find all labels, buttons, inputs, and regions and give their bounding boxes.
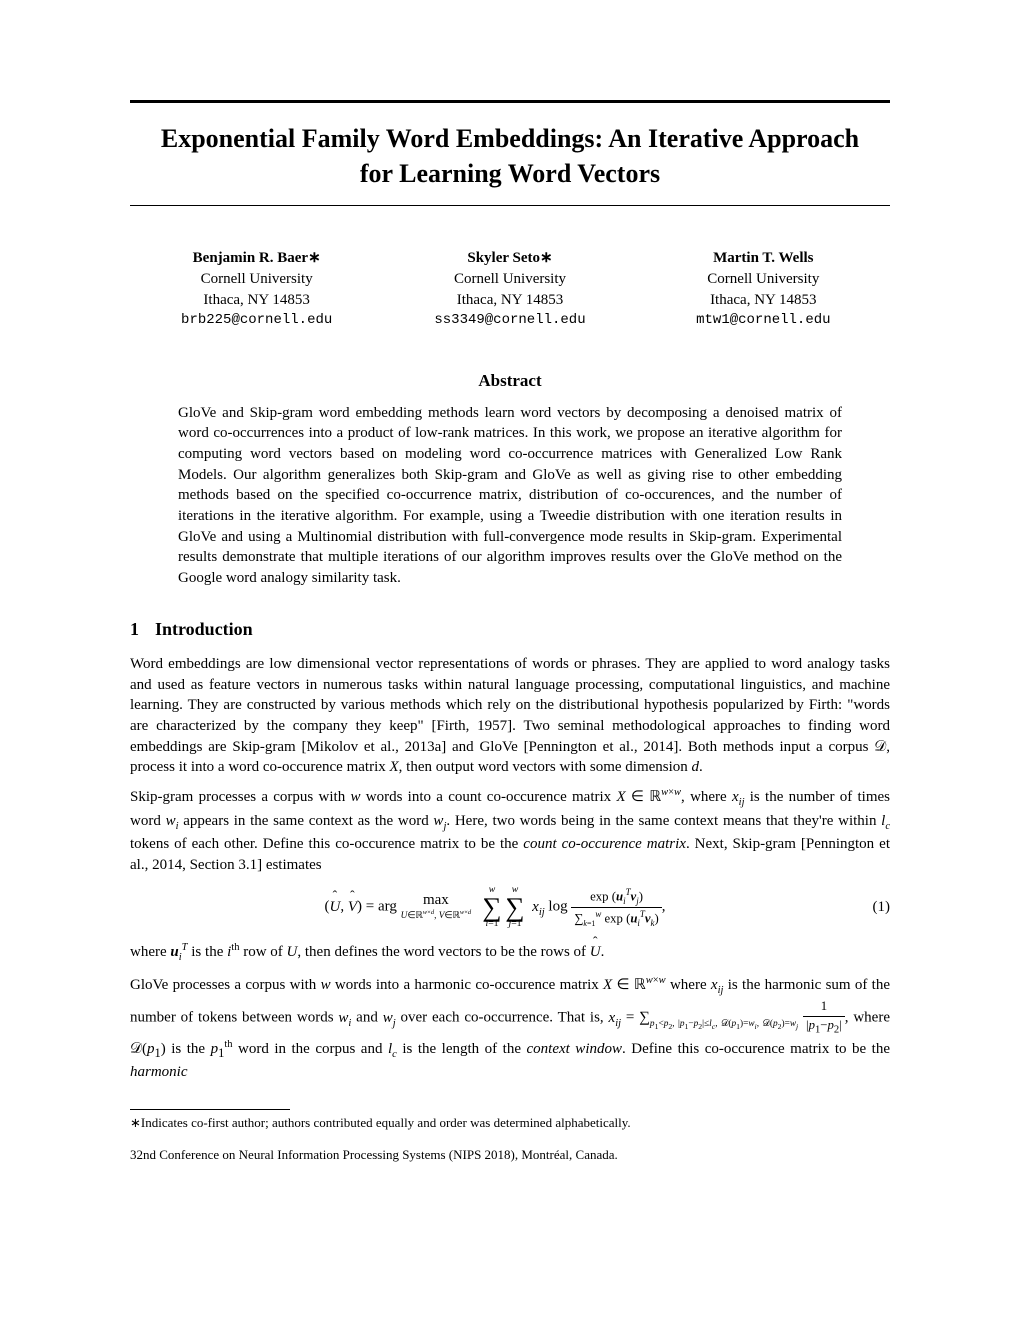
venue-line: 32nd Conference on Neural Information Pr… bbox=[130, 1146, 890, 1164]
author: Skyler Seto∗ Cornell University Ithaca, … bbox=[383, 248, 636, 331]
author-block: Benjamin R. Baer∗ Cornell University Ith… bbox=[130, 248, 890, 331]
abstract-body: GloVe and Skip-gram word embedding metho… bbox=[178, 403, 842, 589]
equation-number: (1) bbox=[860, 897, 890, 918]
footnote-marker: ∗ bbox=[130, 1115, 141, 1130]
author-name: Martin T. Wells bbox=[637, 248, 890, 269]
section-title: Introduction bbox=[155, 619, 253, 639]
equation-body: (U, V) = arg max U∈ℝw×d, V∈ℝw×d w ∑ i=1 … bbox=[130, 885, 860, 929]
title-bottom-rule bbox=[130, 205, 890, 206]
author-email: brb225@cornell.edu bbox=[130, 311, 383, 331]
paragraph: GloVe processes a corpus with w words in… bbox=[130, 974, 890, 1083]
author-email: ss3349@cornell.edu bbox=[383, 311, 636, 331]
author-affil: Cornell University bbox=[130, 269, 383, 290]
paragraph: Skip-gram processes a corpus with w word… bbox=[130, 786, 890, 875]
footnote-text: Indicates co-first author; authors contr… bbox=[141, 1115, 631, 1130]
author-name: Benjamin R. Baer∗ bbox=[130, 248, 383, 269]
author-name: Skyler Seto∗ bbox=[383, 248, 636, 269]
author-affil: Cornell University bbox=[637, 269, 890, 290]
footnote: ∗Indicates co-first author; authors cont… bbox=[130, 1114, 890, 1132]
paper-title: Exponential Family Word Embeddings: An I… bbox=[160, 121, 860, 191]
top-rule bbox=[130, 100, 890, 103]
paragraph: Word embeddings are low dimensional vect… bbox=[130, 654, 890, 778]
author-loc: Ithaca, NY 14853 bbox=[637, 290, 890, 311]
author-affil: Cornell University bbox=[383, 269, 636, 290]
footnote-rule bbox=[130, 1109, 290, 1110]
author: Martin T. Wells Cornell University Ithac… bbox=[637, 248, 890, 331]
author-email: mtw1@cornell.edu bbox=[637, 311, 890, 331]
author: Benjamin R. Baer∗ Cornell University Ith… bbox=[130, 248, 383, 331]
section-heading: 1 Introduction bbox=[130, 617, 890, 642]
author-loc: Ithaca, NY 14853 bbox=[383, 290, 636, 311]
section-number: 1 bbox=[130, 617, 139, 642]
abstract-heading: Abstract bbox=[130, 369, 890, 393]
equation-display: (U, V) = arg max U∈ℝw×d, V∈ℝw×d w ∑ i=1 … bbox=[130, 885, 890, 929]
author-loc: Ithaca, NY 14853 bbox=[130, 290, 383, 311]
paragraph: where uiT is the ith row of U, then defi… bbox=[130, 941, 890, 965]
